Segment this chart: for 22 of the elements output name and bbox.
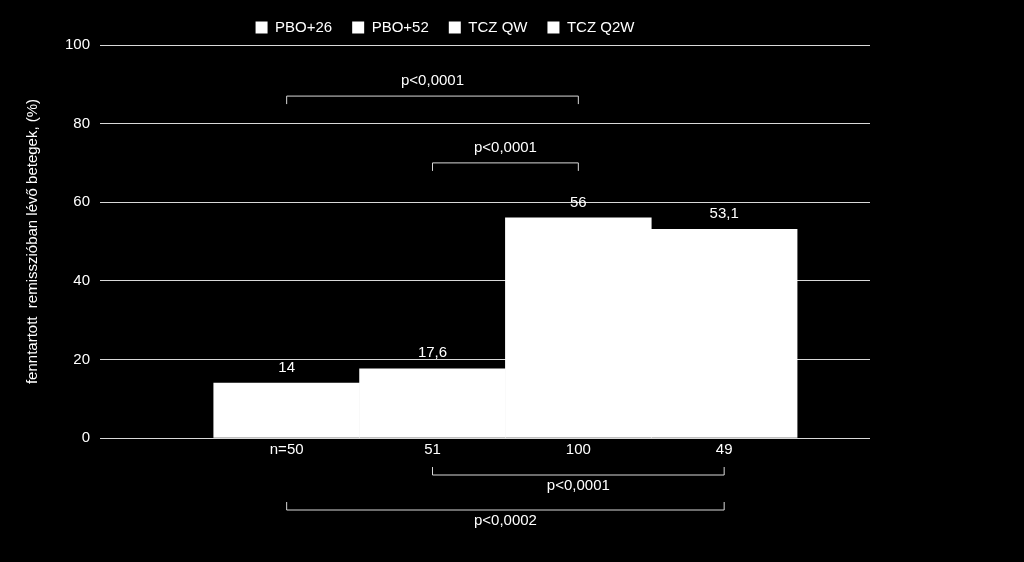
y-axis-title: fenntartott remisszióban lévő betegek, (%)	[23, 98, 41, 385]
legend-label: TCZ QW	[468, 17, 529, 35]
legend-label: PBO+52	[371, 17, 429, 35]
data-label: 17,6	[417, 343, 448, 361]
text: p<0,0002	[473, 510, 537, 528]
data-label: 53,1	[709, 203, 739, 221]
x-tick-label: 51	[424, 440, 441, 458]
text: p<0,0001	[546, 475, 610, 493]
y-tick-label: 60	[73, 192, 90, 210]
x-tick-label: n=50	[269, 440, 304, 458]
legend-label: PBO+26	[275, 17, 333, 35]
y-tick-label: 40	[73, 270, 90, 288]
x-tick-label: 100	[565, 440, 591, 458]
y-tick-label: 100	[64, 35, 90, 53]
data-label: 14	[278, 357, 296, 375]
x-tick-label: 49	[715, 440, 733, 458]
legend-label: TCZ Q2W	[566, 17, 636, 35]
annotation: p<0,0001	[401, 70, 464, 88]
annotation: p<0,0001	[473, 137, 537, 155]
y-tick-label: 80	[73, 113, 90, 131]
y-tick-label: 0	[81, 428, 90, 446]
y-tick-label: 20	[73, 349, 90, 367]
